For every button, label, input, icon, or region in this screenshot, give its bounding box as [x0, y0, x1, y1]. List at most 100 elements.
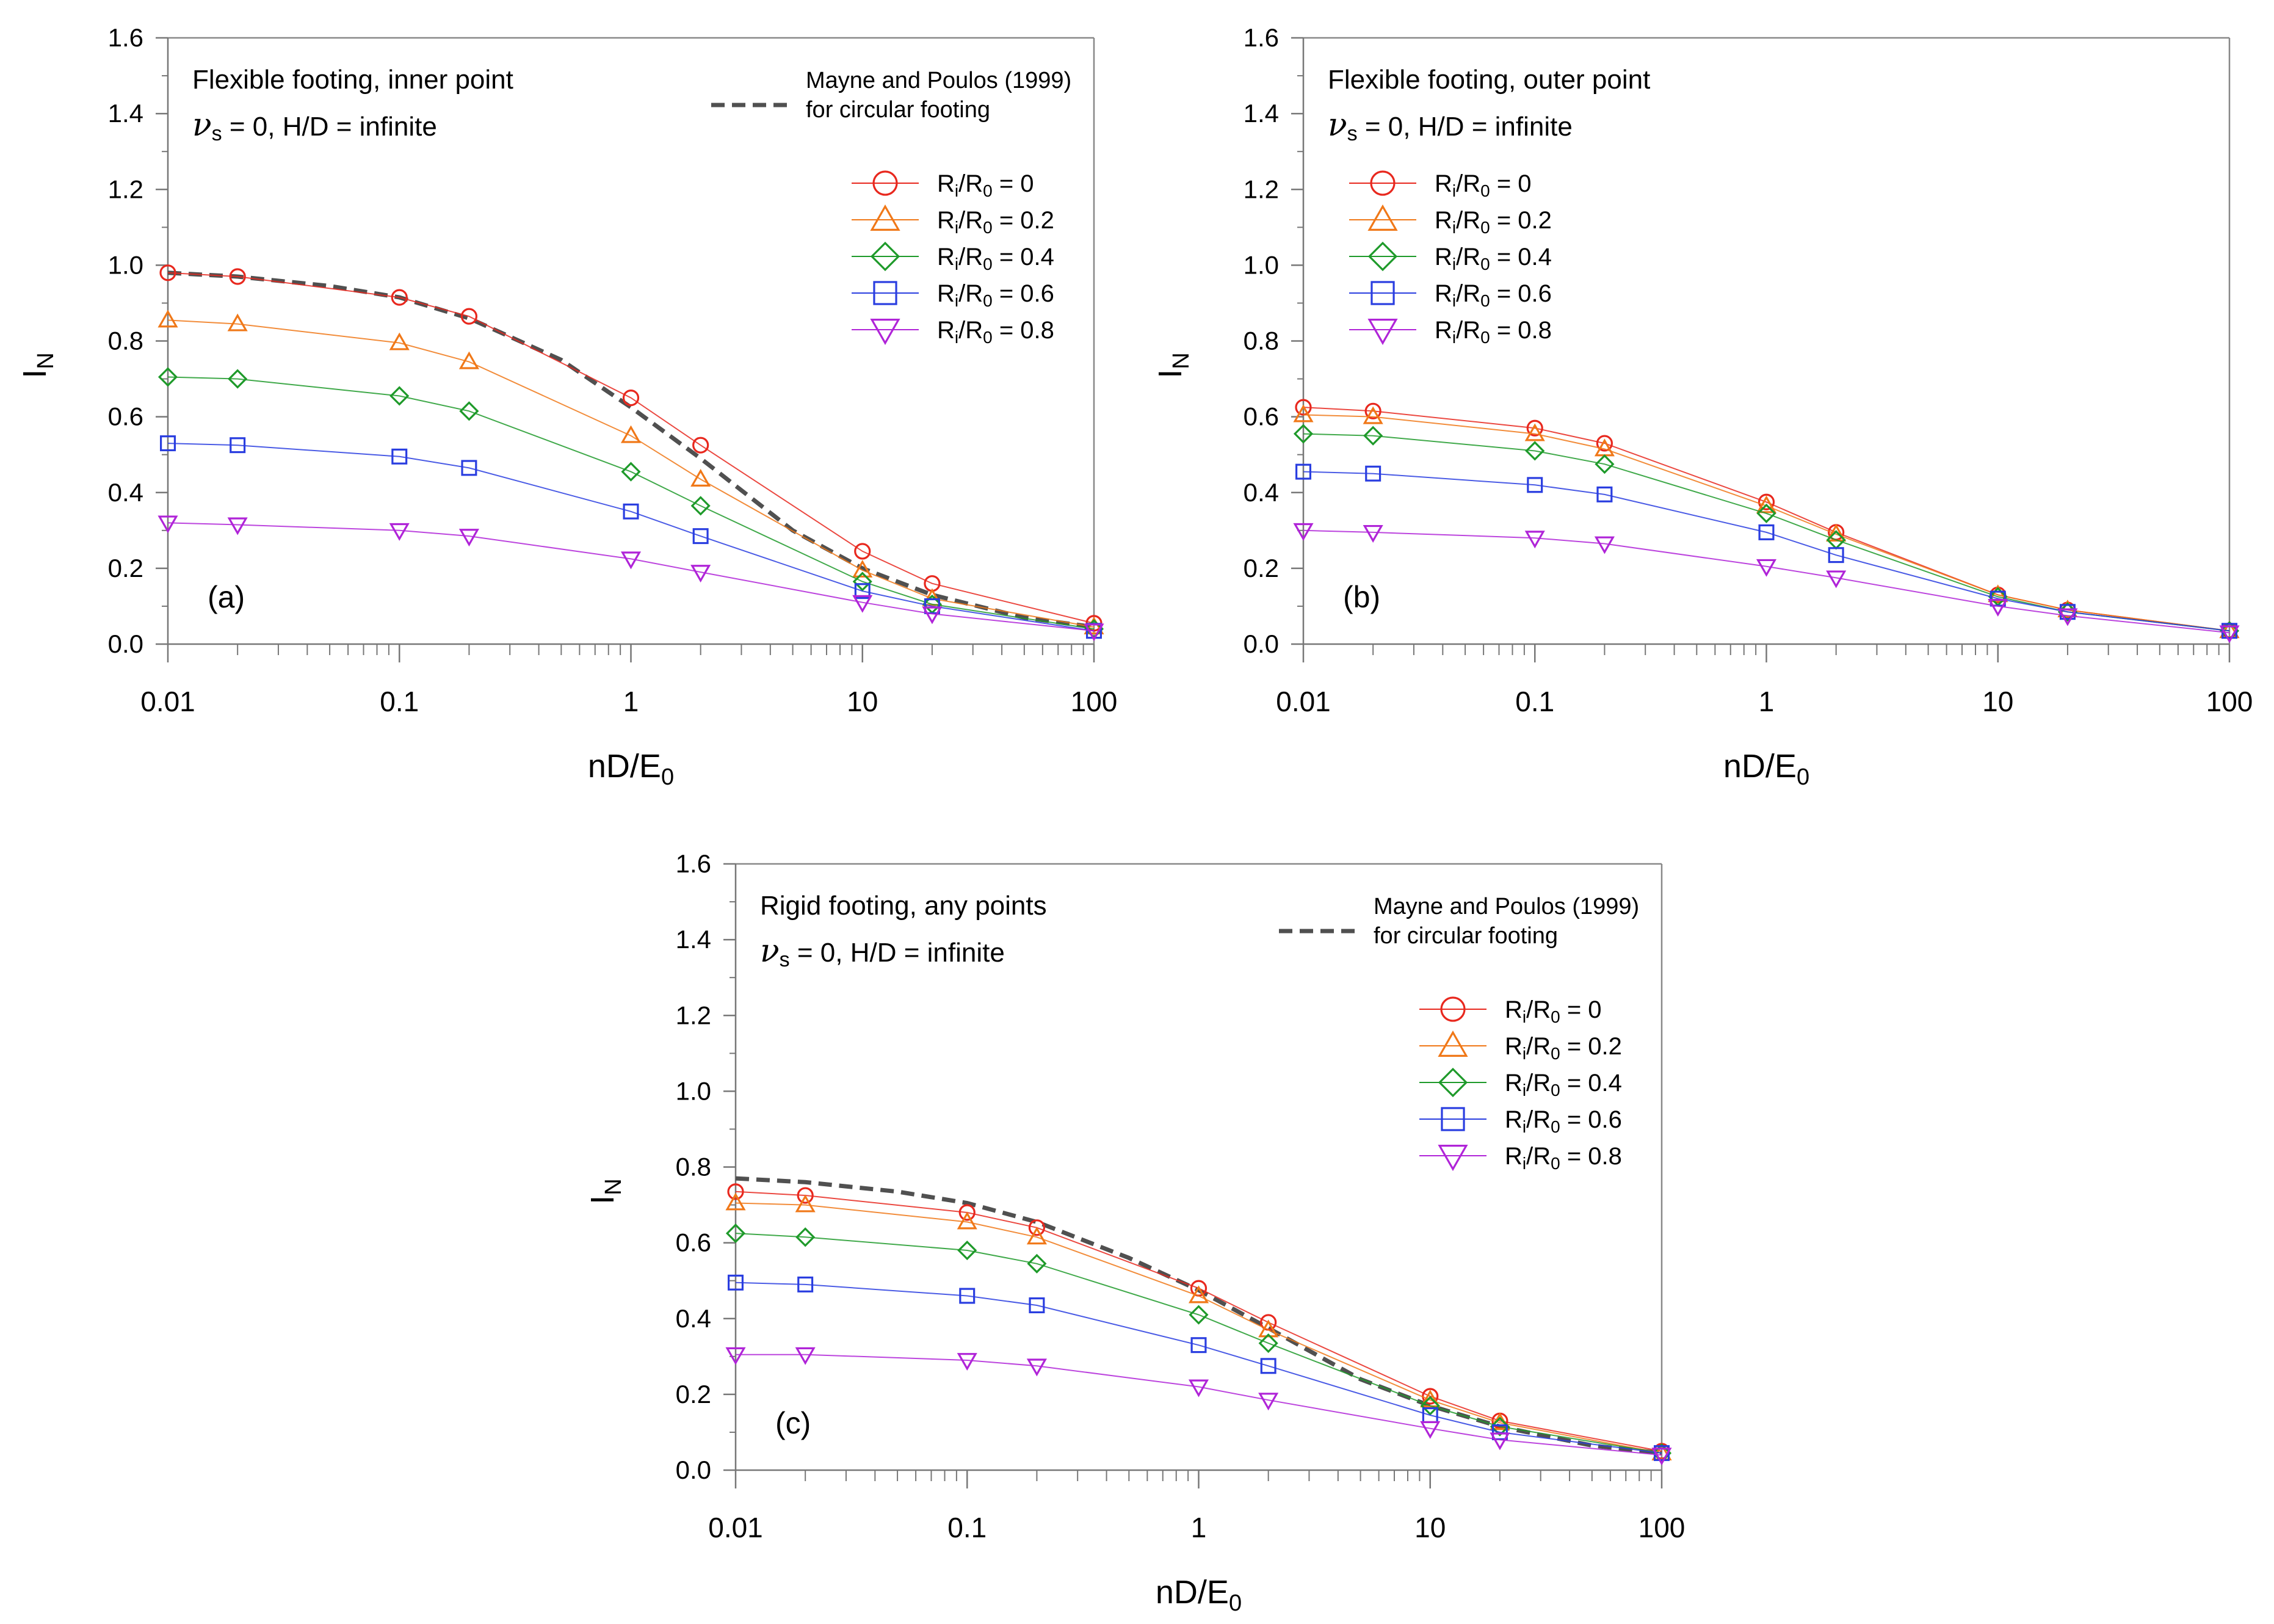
data-point — [389, 523, 410, 541]
legend-label-sub: 0 — [1480, 255, 1490, 274]
legend-label-mid: /R — [1456, 170, 1480, 197]
data-point — [797, 1187, 814, 1204]
legend-label-mid: /R — [958, 244, 983, 270]
data-point — [1363, 524, 1383, 543]
y-tick-label: 0.8 — [1244, 327, 1279, 355]
x-axis-label: nD/E0 — [1156, 1574, 1242, 1616]
legend-label-tail: = 0.2 — [1490, 207, 1552, 234]
data-point — [1258, 1393, 1279, 1411]
data-point — [1295, 399, 1312, 416]
data-point — [1490, 1432, 1510, 1451]
legend-reference-label: Mayne and Poulos (1999) — [806, 68, 1071, 93]
legend-label: Ri/R0 = 0.4 — [1505, 1070, 1622, 1100]
data-point — [1293, 404, 1314, 422]
legend-label-mid: /R — [958, 207, 983, 234]
data-point — [1527, 477, 1543, 493]
legend-item-3: Ri/R0 = 0.6 — [1419, 1106, 1622, 1136]
legend-label-sub: 0 — [983, 328, 993, 347]
data-point — [391, 289, 408, 306]
data-point — [1258, 1319, 1279, 1338]
data-point — [1420, 1390, 1441, 1408]
data-point — [725, 1223, 746, 1244]
data-point — [1756, 503, 1776, 523]
legend-swatch-marker — [1370, 170, 1396, 196]
data-point — [797, 1276, 814, 1292]
subtitle-rest: = 0, H/D = infinite — [790, 938, 1005, 968]
legend-label: Ri/R0 = 0.2 — [1435, 207, 1552, 237]
legend-label-sub: i — [955, 291, 958, 310]
legend-label-main: R — [1435, 280, 1452, 307]
legend-swatch-marker — [870, 241, 900, 272]
y-tick-label: 1.2 — [108, 175, 143, 203]
legend-label: Ri/R0 = 0.8 — [1505, 1143, 1622, 1173]
data-point — [389, 332, 410, 350]
legend-label-tail: = 0.8 — [1490, 317, 1552, 344]
legend-item-1: Ri/R0 = 0.2 — [852, 204, 1054, 237]
data-point — [727, 1274, 744, 1291]
series-line — [1303, 529, 2230, 634]
data-point — [458, 351, 479, 369]
data-point — [458, 529, 479, 547]
y-tick-label: 0.8 — [676, 1153, 711, 1181]
legend-item-0: Ri/R0 = 0 — [1419, 996, 1602, 1026]
data-point — [1188, 1379, 1209, 1397]
y-axis-label-main: I — [584, 1195, 621, 1205]
data-point — [228, 369, 248, 389]
legend-label-mid: /R — [1456, 317, 1480, 344]
legend-label-sub: i — [1523, 1044, 1526, 1063]
data-point — [1420, 1396, 1440, 1416]
chart-panel-a: 0.0 0.2 0.4 0.6 0.8 1.0 1.2 1.4 1.6 0.01 0.1 1 10 100… — [16, 23, 1117, 790]
y-tick-label: 1.6 — [676, 849, 711, 878]
x-axis-label-main: nD/E — [1723, 748, 1797, 785]
legend-label-mid: /R — [1526, 1033, 1551, 1060]
data-point — [227, 517, 248, 535]
legend-swatch-marker — [870, 204, 900, 231]
legend-item-3: Ri/R0 = 0.6 — [1349, 280, 1552, 310]
legend-label-sub: 0 — [983, 181, 993, 200]
subtitle-rest: = 0, H/D = infinite — [1358, 112, 1573, 142]
data-point — [1524, 531, 1545, 549]
legend-label-sub: 0 — [1551, 1007, 1560, 1026]
legend-label-sub: 0 — [1480, 218, 1490, 237]
legend-item-4: Ri/R0 = 0.8 — [1349, 317, 1552, 347]
legend-label-main: R — [937, 207, 955, 234]
x-tick-label: 0.01 — [140, 686, 195, 717]
legend-swatch-marker — [1441, 1107, 1465, 1131]
y-axis-label-sub: N — [1168, 352, 1194, 369]
data-point — [1988, 598, 2008, 617]
data-point — [1188, 1285, 1209, 1303]
data-point — [1295, 463, 1312, 480]
y-tick-label: 1.0 — [108, 250, 143, 279]
legend-label: Ri/R0 = 0 — [937, 170, 1034, 200]
legend-item-2: Ri/R0 = 0.4 — [1349, 241, 1552, 274]
legend-label-tail: = 0.6 — [1560, 1106, 1622, 1133]
series-2 — [158, 367, 1104, 639]
legend-label-sub: 0 — [983, 218, 993, 237]
y-axis-label-main: I — [1152, 369, 1189, 379]
data-point — [1364, 402, 1381, 419]
data-point — [795, 1227, 816, 1247]
data-point — [1293, 523, 1314, 541]
data-point — [2219, 625, 2240, 643]
legend-item-3: Ri/R0 = 0.6 — [852, 280, 1054, 310]
data-point — [1651, 1448, 1672, 1466]
x-tick-label: 0.1 — [380, 686, 419, 717]
legend-label: Ri/R0 = 0.4 — [937, 244, 1054, 274]
data-point — [795, 1194, 816, 1213]
chart-panel-c: 0.0 0.2 0.4 0.6 0.8 1.0 1.2 1.4 1.6 0.01 0.1 1 10 100… — [584, 849, 1685, 1616]
nu-symbol: ν — [760, 933, 780, 970]
legend-reference-label-2: for circular footing — [1374, 923, 1558, 949]
legend-label-mid: /R — [1526, 1143, 1551, 1170]
series-1 — [725, 1192, 1672, 1461]
legend-label-tail: = 0 — [1560, 996, 1602, 1023]
x-tick-label: 1 — [1191, 1512, 1207, 1543]
series-3 — [727, 1274, 1670, 1462]
data-point — [690, 565, 711, 583]
legend-label-sub: i — [1452, 181, 1456, 200]
data-point — [1828, 547, 1844, 564]
legend-item-0: Ri/R0 = 0 — [1349, 170, 1532, 200]
legend-label-mid: /R — [958, 170, 983, 197]
data-point — [1084, 623, 1104, 642]
x-axis-label: nD/E0 — [1723, 748, 1809, 790]
data-point — [852, 559, 873, 578]
